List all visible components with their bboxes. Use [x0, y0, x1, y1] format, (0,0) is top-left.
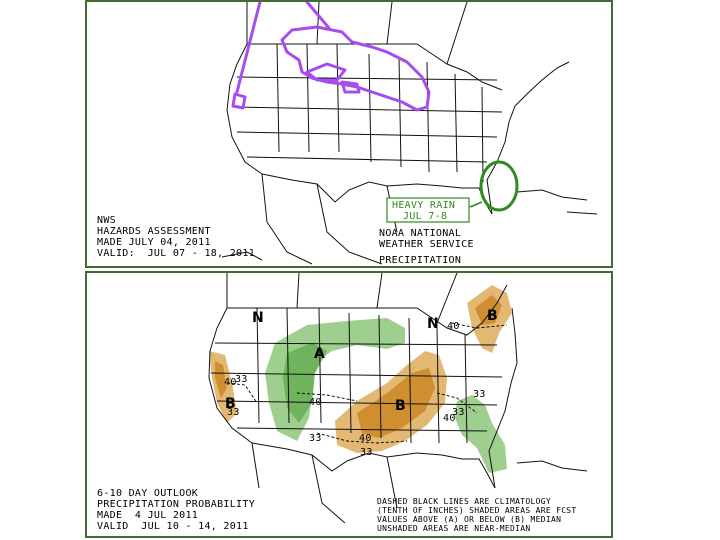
region-label-n2: N: [427, 316, 440, 332]
hazards-made: MADE JULY 04, 2011: [97, 237, 211, 248]
heavy-rain-arrow: [469, 201, 483, 208]
contour-label: 40: [447, 321, 460, 332]
contour-label: 40: [443, 413, 456, 424]
below-median-areas: [209, 285, 512, 453]
hazards-map-panel: HEAVY RAIN JUL 7-8 NWS HAZARDS ASSESSMEN…: [85, 0, 613, 268]
heavy-rain-callout-box: [386, 197, 470, 223]
legend-line2: (TENTH OF INCHES) SHADED AREAS ARE FCST: [377, 506, 577, 515]
contour-label: 33: [309, 433, 322, 444]
climatology-lines: [226, 322, 508, 444]
callout-line1: HEAVY RAIN: [392, 200, 456, 211]
callout-line2: JUL 7-8: [403, 211, 448, 222]
hazards-map: [221, 2, 598, 265]
contour-label: 40: [359, 433, 372, 444]
agency-line1: NOAA NATIONAL: [379, 228, 462, 239]
outlook-base-map-lines: [208, 273, 588, 524]
legend-line1: DASHED BLACK LINES ARE CLIMATOLOGY: [377, 497, 551, 506]
base-map-lines: [221, 2, 598, 265]
region-label-a: A: [314, 346, 326, 362]
hazards-issuer: NWS: [97, 215, 116, 226]
contour-label: 33: [360, 447, 373, 458]
contour-label: 33: [473, 389, 486, 400]
region-label-b3: B: [395, 398, 406, 414]
outlook-title-line1: 6-10 DAY OUTLOOK: [97, 488, 199, 499]
region-label-b1: B: [487, 308, 498, 324]
legend-line4: UNSHADED AREAS ARE NEAR-MEDIAN: [377, 524, 531, 533]
element-label: PRECIPITATION: [379, 255, 462, 266]
outlook-valid: VALID JUL 10 - 14, 2011: [97, 521, 249, 532]
contour-label: 33: [227, 407, 240, 418]
legend-line3: VALUES ABOVE (A) OR BELOW (B) MEDIAN: [377, 515, 562, 524]
hazard-outline-purple: [231, 2, 431, 112]
outlook-title-line2: PRECIPITATION PROBABILITY: [97, 499, 256, 510]
above-median-areas: [265, 318, 507, 473]
contour-label: 40: [224, 377, 237, 388]
contour-label: 33: [452, 407, 465, 418]
region-label-b2: B: [225, 396, 236, 412]
hazards-valid: VALID: JUL 07 - 18, 2011: [97, 248, 256, 259]
outlook-map: [208, 273, 588, 524]
region-label-n1: N: [252, 310, 265, 326]
hazards-product: HAZARDS ASSESSMENT: [97, 226, 211, 237]
outlook-map-panel: N N A B B B 33 40 33 40 33 40 33 40 33 4…: [85, 271, 613, 538]
agency-line2: WEATHER SERVICE: [379, 239, 474, 250]
heavy-rain-outline: [479, 160, 519, 212]
contour-label: 33: [235, 374, 248, 385]
contour-label: 40: [309, 397, 322, 408]
outlook-made: MADE 4 JUL 2011: [97, 510, 199, 521]
